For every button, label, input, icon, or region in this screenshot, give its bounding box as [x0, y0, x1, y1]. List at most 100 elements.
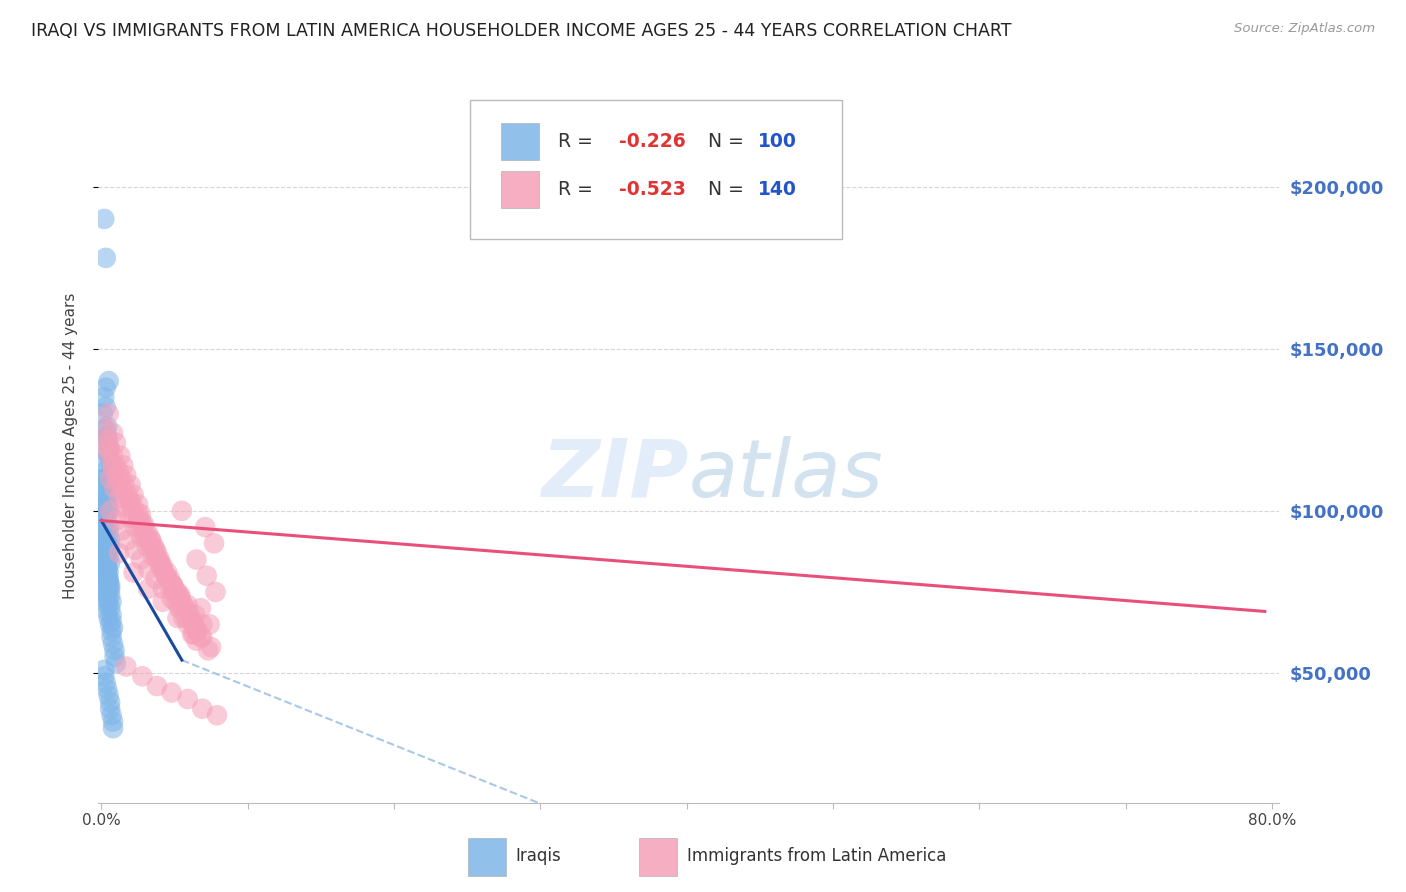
Point — [93, 211, 115, 226]
Point — [150, 559, 173, 574]
Point — [149, 556, 172, 570]
Point — [94, 488, 117, 502]
Text: -0.523: -0.523 — [619, 179, 686, 199]
Point — [122, 488, 145, 502]
Point — [136, 582, 159, 596]
Point — [195, 568, 218, 582]
Point — [91, 542, 114, 557]
Point — [98, 540, 121, 554]
Point — [108, 491, 131, 505]
Point — [191, 617, 214, 632]
Point — [93, 663, 115, 677]
Point — [98, 556, 121, 570]
Point — [120, 500, 142, 515]
Point — [94, 423, 117, 437]
Point — [169, 591, 191, 606]
Point — [94, 556, 117, 570]
Point — [96, 419, 118, 434]
Point — [115, 468, 138, 483]
FancyBboxPatch shape — [640, 838, 678, 876]
Point — [120, 494, 142, 508]
Point — [159, 572, 181, 586]
Point — [94, 423, 117, 437]
Point — [132, 516, 155, 531]
Point — [94, 478, 117, 492]
Point — [96, 497, 118, 511]
Point — [94, 675, 117, 690]
Point — [97, 449, 120, 463]
Point — [97, 575, 120, 590]
Point — [114, 488, 136, 502]
Point — [162, 578, 184, 592]
Point — [98, 695, 121, 709]
Point — [104, 435, 127, 450]
Point — [122, 507, 145, 521]
Point — [118, 510, 141, 524]
Point — [108, 546, 131, 560]
Point — [111, 524, 134, 538]
Point — [162, 578, 184, 592]
Point — [91, 520, 114, 534]
Point — [139, 533, 162, 547]
Point — [194, 520, 217, 534]
Point — [148, 552, 170, 566]
Text: ZIP: ZIP — [541, 435, 689, 514]
Point — [91, 510, 114, 524]
Point — [94, 251, 117, 265]
Point — [132, 520, 155, 534]
Point — [101, 461, 124, 475]
Point — [97, 549, 120, 564]
Point — [176, 617, 198, 632]
Point — [97, 595, 120, 609]
Point — [96, 504, 118, 518]
Point — [181, 627, 204, 641]
Point — [127, 514, 149, 528]
Point — [176, 604, 198, 618]
Point — [156, 566, 179, 580]
Point — [98, 582, 121, 596]
Point — [97, 542, 120, 557]
Point — [120, 478, 142, 492]
Point — [152, 582, 174, 596]
Point — [98, 617, 121, 632]
Point — [93, 390, 115, 404]
Point — [127, 507, 149, 521]
Point — [180, 611, 202, 625]
Point — [93, 542, 115, 557]
Point — [115, 659, 138, 673]
Point — [191, 702, 214, 716]
Point — [100, 595, 122, 609]
Point — [96, 514, 118, 528]
Point — [93, 669, 115, 683]
Point — [103, 643, 125, 657]
Point — [170, 504, 193, 518]
Point — [132, 526, 155, 541]
Point — [197, 643, 219, 657]
Point — [94, 546, 117, 560]
Point — [96, 568, 118, 582]
Point — [96, 445, 118, 459]
Point — [91, 455, 114, 469]
Point — [98, 578, 121, 592]
Point — [162, 578, 184, 592]
Point — [172, 598, 194, 612]
Point — [100, 455, 122, 469]
Point — [108, 475, 131, 489]
Point — [94, 439, 117, 453]
Point — [97, 374, 120, 388]
Point — [117, 494, 139, 508]
Point — [138, 536, 160, 550]
Point — [103, 649, 125, 664]
Point — [98, 533, 121, 547]
Point — [200, 640, 222, 654]
Point — [108, 465, 131, 479]
Point — [100, 624, 122, 638]
Point — [157, 578, 180, 592]
Point — [184, 607, 207, 622]
Point — [96, 562, 118, 576]
Text: Iraqis: Iraqis — [516, 847, 561, 865]
Point — [93, 530, 115, 544]
Point — [97, 582, 120, 596]
Point — [176, 598, 198, 612]
Point — [91, 562, 114, 576]
